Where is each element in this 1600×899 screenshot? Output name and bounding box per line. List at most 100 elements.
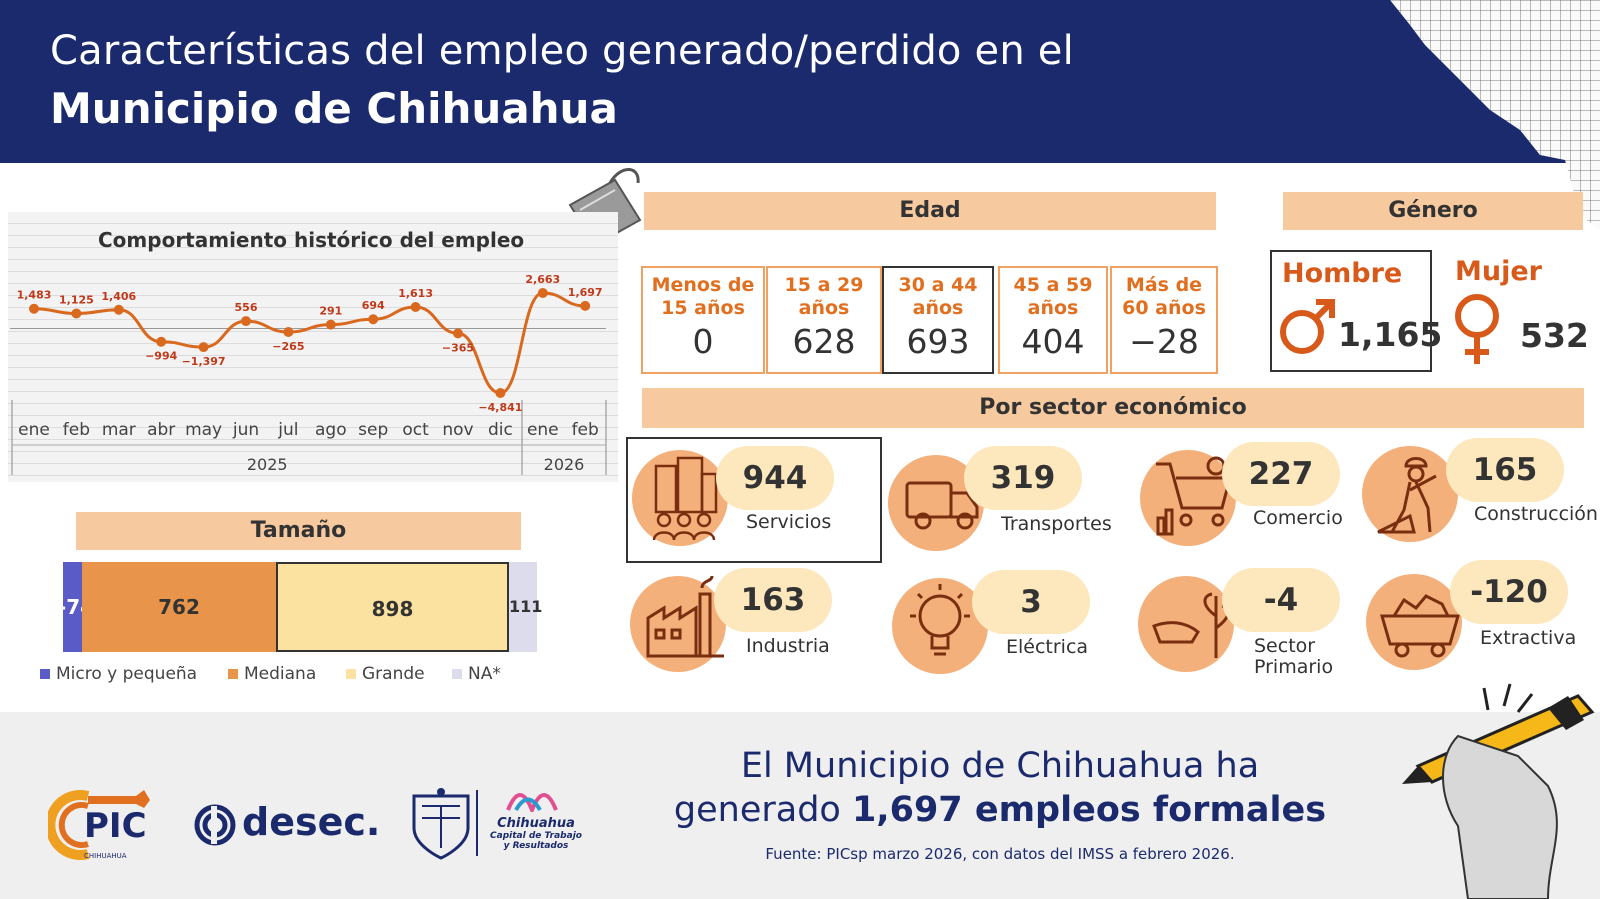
age-group-card: 45 a 59 años 404 (998, 266, 1108, 374)
construction-worker-icon (1377, 457, 1437, 534)
legend-item-na: NA* (452, 664, 501, 684)
x-tick-label: ago (315, 420, 347, 440)
data-point (71, 308, 82, 319)
data-point (113, 304, 124, 315)
data-label: 1,697 (568, 286, 603, 299)
data-label: −4,841 (478, 401, 522, 414)
pic-logo-text: PIC (84, 806, 147, 846)
footer-band (0, 712, 1600, 899)
sector-value: -4 (1222, 568, 1340, 632)
sector-value: 163 (714, 568, 832, 632)
sector-icon-bg (1362, 446, 1458, 542)
employment-line-chart: 1,483 1,125 1,406 −994 −1,397 556 −265 291 694 1,… (10, 273, 607, 475)
male-symbol-icon (1280, 299, 1335, 354)
data-label: 1,483 (17, 289, 52, 302)
sector-name: Construcción (1474, 503, 1598, 525)
data-point (325, 319, 336, 330)
mujer-value: 532 (1520, 316, 1589, 355)
sector-name: Transportes (1001, 513, 1112, 535)
data-label: −365 (442, 341, 474, 354)
age-group-value: −28 (1129, 322, 1199, 361)
age-group-value: 404 (1021, 322, 1085, 361)
year-label: 2025 (247, 455, 288, 474)
sector-name: Extractiva (1480, 627, 1577, 649)
sector-name: Eléctrica (1006, 636, 1089, 658)
female-symbol-icon (1455, 294, 1499, 364)
tamano-mediana-segment: 762 (82, 562, 276, 652)
page-title-line1: Características del empleo generado/perd… (50, 28, 1074, 74)
sector-highlight-box (626, 437, 882, 563)
genero-header: Género (1283, 192, 1583, 230)
x-tick-label: jun (232, 420, 259, 440)
tamano-micro-segment: -74 (58, 562, 94, 652)
age-group-label: Menos de 15 años (651, 274, 755, 319)
sector-value: 3 (972, 570, 1090, 634)
data-point (495, 388, 506, 398)
pic-logo-sub: CHIHUAHUA (84, 852, 127, 860)
hand-pen-illustration-icon (1402, 683, 1595, 899)
x-tick-label: abr (147, 420, 175, 440)
x-tick-label: dic (488, 420, 513, 440)
age-group-label: 30 a 44 años (898, 274, 978, 319)
pic-logo-mark-icon (45, 790, 150, 860)
data-label: 1,613 (398, 287, 433, 300)
age-group-card: 30 a 44 años 693 (882, 266, 994, 374)
x-tick-label: ene (527, 420, 559, 440)
page-title-line2: Municipio de Chihuahua (50, 84, 618, 133)
sector-value: 227 (1222, 442, 1340, 506)
sector-value: 165 (1446, 438, 1564, 502)
data-label: 694 (362, 299, 385, 312)
x-tick-label: sep (358, 420, 388, 440)
chart-panel (8, 212, 618, 482)
chihuahua-logo-title: Chihuahua (497, 816, 575, 831)
sector-value: 944 (716, 446, 834, 510)
x-tick-label: may (185, 420, 222, 440)
x-tick-label: nov (442, 420, 473, 440)
sector-value: 319 (964, 446, 1082, 510)
age-group-value: 628 (792, 322, 856, 361)
age-group-card: Menos de 15 años 0 (641, 266, 765, 374)
age-group-label: 15 a 29 años (784, 274, 864, 319)
legend-swatch (452, 669, 462, 679)
age-group-value: 0 (692, 322, 714, 361)
factory-icon (646, 575, 724, 658)
data-point (198, 342, 209, 353)
sector-header: Por sector económico (642, 388, 1584, 428)
sector-icon-bg (1140, 450, 1236, 546)
sector-name: Industria (746, 635, 830, 657)
chihuahua-logo: Chihuahua Capital de Trabajo y Resultado… (486, 788, 586, 851)
legend-swatch (346, 669, 356, 679)
tamano-header-bar (76, 512, 521, 550)
data-point (453, 328, 463, 339)
edad-header: Edad (644, 192, 1216, 230)
legend-label: Grande (362, 664, 425, 684)
data-point (368, 314, 379, 325)
data-point (156, 336, 167, 347)
legend-item-micro: Micro y pequeña (40, 664, 197, 684)
chart-title: Comportamiento histórico del empleo (98, 228, 525, 252)
sector-value: -120 (1450, 560, 1568, 624)
data-point (29, 303, 39, 314)
x-tick-label: oct (402, 420, 429, 440)
sector-name: Sector Primario (1254, 635, 1334, 678)
hombre-card (1270, 250, 1432, 372)
legend-item-grande: Grande (346, 664, 425, 684)
data-label: −265 (272, 340, 304, 353)
data-label: 291 (319, 305, 342, 318)
tamano-title: Tamaño (250, 518, 347, 543)
footer-message-line1: El Municipio de Chihuahua ha (740, 746, 1260, 786)
legend-label: Mediana (244, 664, 317, 684)
data-label: 2,663 (525, 273, 560, 286)
footer-message-line2: generado 1,697 empleos formales (660, 790, 1340, 830)
lightbulb-icon (910, 584, 970, 656)
torn-paper-decoration (1390, 0, 1600, 230)
sector-icon-bg (632, 450, 728, 546)
age-group-value: 693 (906, 322, 970, 361)
desec-logo-text: desec. (242, 800, 381, 844)
truck-icon (905, 481, 979, 530)
data-label: −1,397 (182, 355, 226, 368)
chihuahua-logo-mark-icon (506, 793, 558, 816)
age-group-label: Más de 60 años (1122, 274, 1206, 319)
data-point (537, 288, 548, 298)
coat-of-arms-icon (412, 788, 470, 860)
